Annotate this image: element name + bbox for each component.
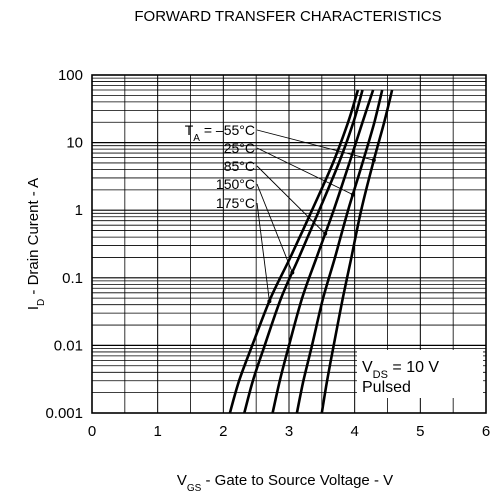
y-tick-label: 0.01 <box>54 337 83 354</box>
chart-title: FORWARD TRANSFER CHARACTERISTICS <box>134 8 441 25</box>
x-tick-label: 2 <box>219 423 227 440</box>
temperature-label-4: 175°C <box>216 195 255 211</box>
series-line-3 <box>243 89 364 414</box>
temperature-labels: TA = –55°C25°C 85°C 150°C 175°C <box>185 122 376 304</box>
annotation-vds: VDS = 10 V <box>362 359 439 381</box>
annotation-pulsed: Pulsed <box>362 379 411 396</box>
y-tick-label: 0.1 <box>62 270 83 287</box>
temperature-label-0: TA = –55°C <box>185 122 255 144</box>
x-axis-label: VGS - Gate to Source Voltage - V <box>177 472 393 494</box>
leader-arrowhead-1 <box>350 192 355 197</box>
temperature-label-3: 150°C <box>216 176 255 192</box>
x-tick-label: 5 <box>416 423 424 440</box>
plot-frame <box>91 74 487 414</box>
tick-labels: 0 1 2 3 4 5 6 0.001 0.01 0.1 1 10 100 <box>45 67 490 440</box>
leader-arrowhead-3 <box>290 270 295 275</box>
x-tick-label: 1 <box>153 423 161 440</box>
leader-line-4 <box>256 202 270 302</box>
x-tick-label: 0 <box>88 423 96 440</box>
leader-arrowhead-0 <box>371 158 376 163</box>
leader-line-2 <box>256 165 326 234</box>
y-tick-label: 100 <box>58 67 83 84</box>
series-line-0 <box>320 89 394 414</box>
series-line-1 <box>295 89 384 414</box>
curves <box>228 89 394 414</box>
y-tick-label: 10 <box>66 135 83 152</box>
annotation-background <box>357 350 483 398</box>
leader-line-3 <box>256 183 293 273</box>
leader-line-0 <box>256 129 374 161</box>
leader-arrowhead-4 <box>267 299 272 304</box>
leader-arrowhead-2 <box>323 231 328 236</box>
series-line-2 <box>271 89 375 414</box>
x-tick-label: 6 <box>482 423 490 440</box>
leader-line-1 <box>256 147 354 196</box>
x-tick-label: 4 <box>350 423 358 440</box>
x-tick-label: 3 <box>285 423 293 440</box>
y-tick-label: 0.001 <box>45 405 83 422</box>
temperature-label-2: 85°C <box>224 158 255 174</box>
y-tick-label: 1 <box>75 202 83 219</box>
series-line-4 <box>228 89 360 414</box>
y-axis-label: ID - Drain Curent - A <box>25 178 47 310</box>
temperature-label-1: 25°C <box>224 140 255 156</box>
